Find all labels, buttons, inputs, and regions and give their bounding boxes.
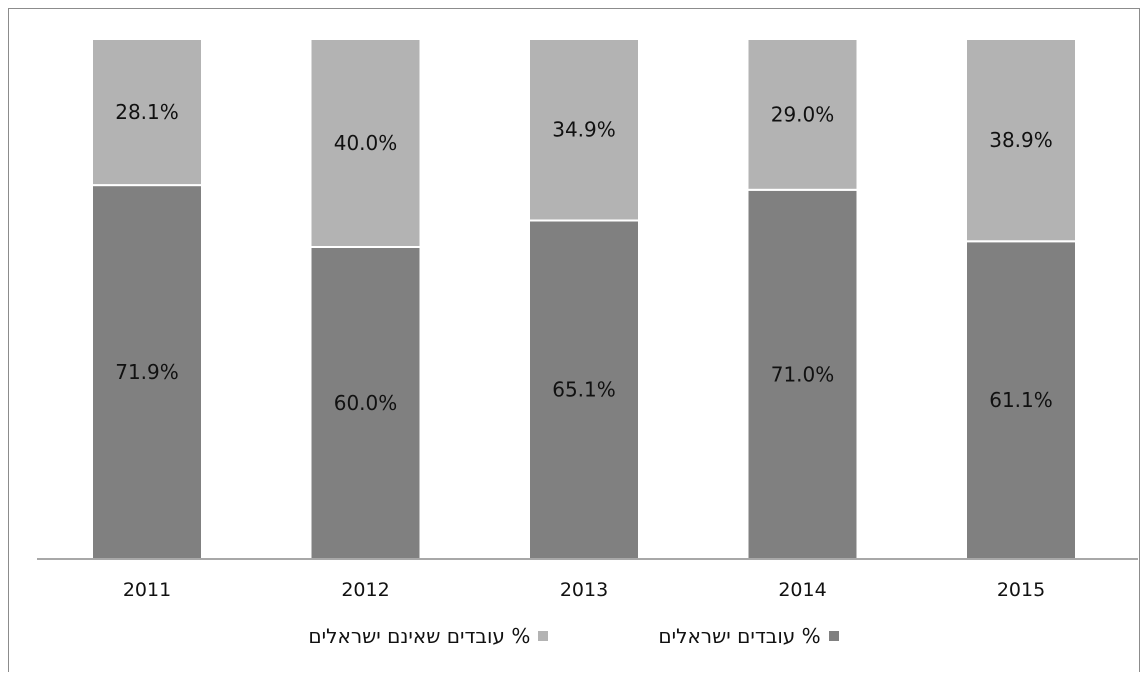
data-label-non-israeli-2011: 28.1% xyxy=(115,100,179,124)
legend-item-non-israeli: % עובדים שאינם ישראלים xyxy=(308,624,549,648)
bar-non-israeli-2012 xyxy=(309,38,422,248)
x-tick-label-2013: 2013 xyxy=(560,579,608,601)
bar-non-israeli-2013 xyxy=(528,38,640,222)
data-label-israeli-2012: 60.0% xyxy=(334,391,398,415)
data-label-israeli-2011: 71.9% xyxy=(115,360,179,384)
data-label-non-israeli-2012: 40.0% xyxy=(334,131,398,155)
bar-israeli-2015 xyxy=(965,240,1077,560)
legend-label-israeli: % עובדים ישראלים xyxy=(658,624,821,648)
x-tick-labels: 2011 2012 2013 2014 2015 xyxy=(123,579,1045,601)
bar-non-israeli-2011 xyxy=(91,38,203,187)
labels-layer: 71.9% 28.1% 60.0% 40.0% 65.1% 34.9% 71.0% 29.0%… xyxy=(115,100,1053,415)
data-label-israeli-2013: 65.1% xyxy=(552,378,616,402)
data-label-non-israeli-2014: 29.0% xyxy=(771,102,835,126)
x-tick-label-2014: 2014 xyxy=(778,579,826,601)
legend-item-israeli: % עובדים ישראלים xyxy=(658,624,839,648)
legend-label-non-israeli: % עובדים שאינם ישראלים xyxy=(308,624,531,648)
x-tick-label-2012: 2012 xyxy=(341,579,389,601)
bar-israeli-2013 xyxy=(528,219,640,560)
bar-non-israeli-2015 xyxy=(965,38,1077,243)
data-label-israeli-2014: 71.0% xyxy=(771,362,835,386)
bars-layer xyxy=(91,38,1077,561)
bar-non-israeli-2014 xyxy=(746,38,859,191)
chart-frame xyxy=(8,8,1140,672)
legend-swatch-non-israeli xyxy=(538,631,549,641)
x-tick-label-2011: 2011 xyxy=(123,579,171,601)
legend-swatch-israeli xyxy=(828,631,839,641)
data-label-non-israeli-2015: 38.9% xyxy=(989,128,1053,152)
legend: % עובדים ישראלים % עובדים שאינם ישראלים xyxy=(0,624,1147,648)
data-label-non-israeli-2013: 34.9% xyxy=(552,118,616,142)
data-label-israeli-2015: 61.1% xyxy=(989,388,1053,412)
bar-israeli-2014 xyxy=(746,188,859,561)
x-tick-label-2015: 2015 xyxy=(997,579,1045,601)
